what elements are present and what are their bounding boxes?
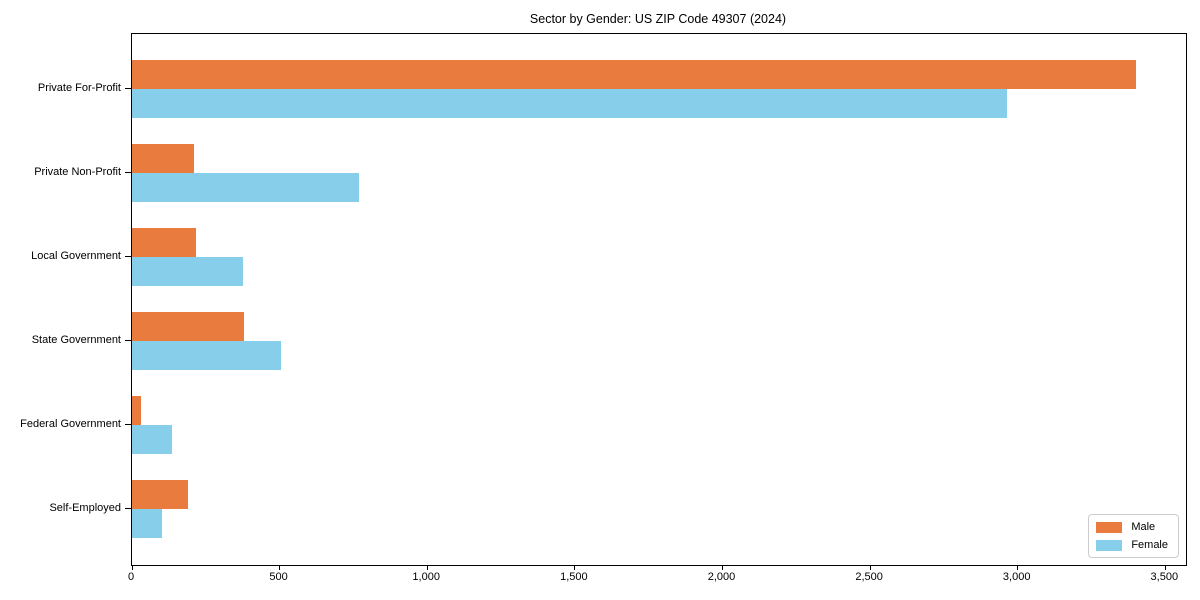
chart-title: Sector by Gender: US ZIP Code 49307 (202… [529,12,787,26]
x-tick-label-1-500: 1,500 [560,571,588,583]
y-tick-label-state-government: State Government [31,334,121,346]
legend-label-female: Female [1131,539,1168,551]
x-tick-mark [426,565,428,570]
bar-male-private-for-profit [132,60,1136,89]
x-tick-mark [869,565,871,570]
y-tick-mark [125,172,131,173]
y-tick-label-private-for-profit: Private For-Profit [37,82,121,94]
y-tick-label-private-non-profit: Private Non-Profit [34,166,121,178]
legend-label-male: Male [1131,521,1156,533]
bar-female-self-employed [132,509,162,538]
y-tick-mark [125,340,131,341]
x-tick-mark [1164,565,1166,570]
y-tick-mark [125,424,131,425]
x-tick-label-2-500: 2,500 [855,571,883,583]
y-tick-mark [125,88,131,89]
y-tick-label-federal-government: Federal Government [20,418,121,430]
y-tick-label-local-government: Local Government [31,250,121,262]
x-tick-label-3-000: 3,000 [1002,571,1031,583]
legend-item-female: Female [1096,539,1168,551]
x-tick-mark [131,565,133,570]
x-tick-mark [574,565,576,570]
legend-swatch-male [1096,521,1123,533]
y-tick-mark [125,508,131,509]
x-tick-label-2-000: 2,000 [707,571,736,583]
legend-item-male: Male [1096,521,1168,533]
bar-female-federal-government [132,425,172,454]
x-tick-label-500: 500 [269,571,288,583]
bar-male-state-government [132,312,245,341]
bar-male-federal-government [132,396,141,425]
bar-male-self-employed [132,480,189,509]
x-tick-mark [279,565,281,570]
legend: Male Female [1088,514,1179,558]
bar-female-private-non-profit [132,173,360,202]
legend-swatch-female [1096,539,1123,551]
x-tick-mark [1017,565,1019,570]
plot-area: Male Female [125,33,1187,570]
y-tick-label-self-employed: Self-Employed [49,502,121,514]
x-tick-label-3-500: 3,500 [1150,571,1179,583]
y-tick-mark [125,256,131,257]
x-tick-mark [722,565,723,570]
bar-female-local-government [132,257,243,286]
x-tick-label-0: 0 [127,571,135,583]
bar-male-private-non-profit [132,144,194,173]
x-tick-label-1-000: 1,000 [412,571,440,583]
bar-female-state-government [132,341,282,370]
bar-male-local-government [132,228,196,257]
bar-female-private-for-profit [132,89,1008,118]
